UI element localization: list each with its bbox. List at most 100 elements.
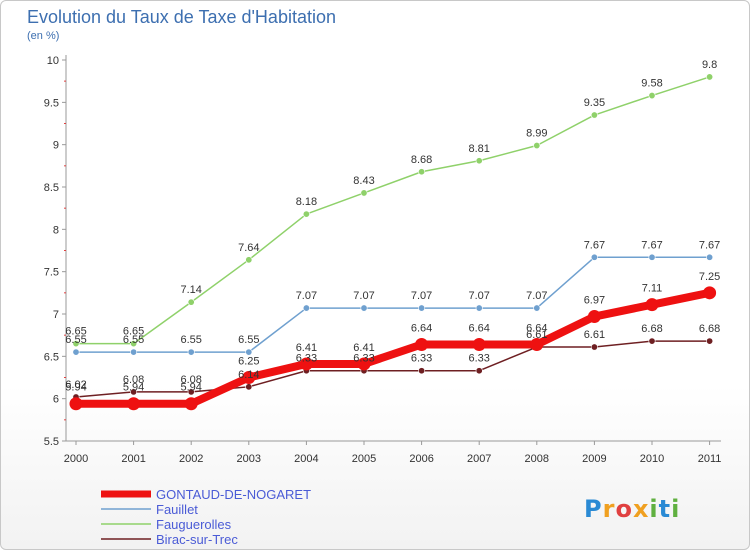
- data-point-gontaud-de-nogaret: [530, 337, 544, 351]
- data-label-fauguerolles: 6.65: [65, 326, 86, 338]
- data-label-fauillet: 7.67: [699, 239, 720, 251]
- proxiti-logo: Proxiti: [584, 495, 680, 523]
- data-label-fauillet: 7.07: [526, 290, 547, 302]
- x-tick-label: 2005: [352, 453, 376, 465]
- y-tick-label: 6: [53, 394, 59, 406]
- legend-entry-fauguerolles: Fauguerolles: [156, 517, 232, 532]
- logo-letter: P: [584, 495, 603, 523]
- data-point-birac-sur-trec: [418, 367, 426, 375]
- data-point-fauguerolles: [533, 142, 541, 150]
- x-tick-label: 2006: [409, 453, 433, 465]
- logo-letter: o: [615, 495, 633, 523]
- data-point-fauillet: [360, 304, 368, 312]
- data-point-fauguerolles: [130, 340, 138, 348]
- data-label-birac-sur-trec: 6.33: [468, 353, 489, 365]
- logo-letter: x: [632, 495, 650, 523]
- series-line-gontaud-de-nogaret: [72, 288, 714, 408]
- logo-letter: t: [658, 495, 672, 523]
- legend-entry-birac-sur-trec: Birac-sur-Trec: [156, 532, 238, 547]
- data-label-birac-sur-trec: 6.33: [296, 353, 317, 365]
- x-tick-label: 2009: [582, 453, 606, 465]
- data-label-birac-sur-trec: 6.68: [699, 323, 720, 335]
- data-point-fauillet: [245, 348, 253, 356]
- data-label-birac-sur-trec: 6.08: [123, 374, 144, 386]
- data-point-birac-sur-trec: [130, 388, 138, 396]
- data-point-birac-sur-trec: [187, 388, 195, 396]
- data-label-fauillet: 7.07: [296, 290, 317, 302]
- logo-letter: r: [602, 495, 616, 523]
- data-label-gontaud-de-nogaret: 5.94: [180, 382, 201, 394]
- legend-entry-fauillet: Fauillet: [156, 502, 198, 517]
- data-point-fauguerolles: [418, 168, 426, 176]
- unit-label: (en %): [27, 30, 60, 42]
- x-tick-label: 2010: [640, 453, 664, 465]
- data-label-birac-sur-trec: 6.02: [65, 379, 86, 391]
- data-point-birac-sur-trec: [475, 367, 483, 375]
- y-tick-label: 7.5: [44, 267, 59, 279]
- data-point-birac-sur-trec: [706, 337, 714, 345]
- data-label-fauguerolles: 8.18: [296, 196, 317, 208]
- data-point-fauillet: [130, 348, 138, 356]
- x-tick-label: 2003: [237, 453, 261, 465]
- data-point-fauillet: [648, 253, 656, 261]
- x-tick-label: 2011: [698, 453, 722, 465]
- series-line-fauillet: [75, 256, 711, 353]
- data-label-fauguerolles: 8.43: [353, 175, 374, 187]
- y-tick-label: 5.5: [44, 436, 59, 448]
- data-point-gontaud-de-nogaret: [645, 298, 659, 312]
- x-tick-label: 2000: [64, 453, 88, 465]
- data-point-fauguerolles: [706, 73, 714, 81]
- data-point-gontaud-de-nogaret: [587, 310, 601, 324]
- data-label-gontaud-de-nogaret: 5.94: [123, 382, 144, 394]
- x-tick-label: 2004: [294, 453, 318, 465]
- data-point-gontaud-de-nogaret: [127, 397, 141, 411]
- data-label-fauguerolles: 9.58: [641, 78, 662, 90]
- series-line-birac-sur-trec: [75, 340, 711, 398]
- x-tick-label: 2007: [467, 453, 491, 465]
- data-label-birac-sur-trec: 6.33: [411, 353, 432, 365]
- data-label-fauguerolles: 6.65: [123, 326, 144, 338]
- data-label-fauguerolles: 8.68: [411, 154, 432, 166]
- y-tick-label: 7: [53, 309, 59, 321]
- data-label-fauguerolles: 9.35: [584, 97, 605, 109]
- data-label-birac-sur-trec: 6.14: [238, 369, 259, 381]
- y-tick-label: 10: [47, 55, 59, 67]
- data-point-fauguerolles: [72, 340, 80, 348]
- chart-title: Evolution du Taux de Taxe d'Habitation: [27, 7, 336, 27]
- data-point-gontaud-de-nogaret: [242, 371, 256, 384]
- data-label-fauillet: 6.55: [180, 334, 201, 346]
- data-label-fauillet: 7.07: [411, 290, 432, 302]
- data-point-fauguerolles: [187, 298, 195, 306]
- data-label-gontaud-de-nogaret: 7.25: [699, 271, 720, 283]
- data-label-fauillet: 7.67: [584, 239, 605, 251]
- legend-entry-gontaud-de-nogaret: GONTAUD-DE-NOGARET: [156, 487, 311, 502]
- data-label-gontaud-de-nogaret: 5.94: [65, 382, 86, 394]
- data-label-fauillet: 6.55: [123, 334, 144, 346]
- data-point-gontaud-de-nogaret: [415, 337, 429, 351]
- data-label-fauillet: 6.55: [65, 334, 86, 346]
- y-tick-label: 8: [53, 224, 59, 236]
- data-point-gontaud-de-nogaret: [69, 397, 83, 411]
- data-label-fauguerolles: 8.99: [526, 128, 547, 140]
- data-label-gontaud-de-nogaret: 6.25: [238, 356, 259, 368]
- data-point-fauillet: [418, 304, 426, 312]
- data-label-fauillet: 6.55: [238, 334, 259, 346]
- data-point-gontaud-de-nogaret: [299, 357, 313, 371]
- data-label-fauillet: 7.07: [353, 290, 374, 302]
- series-line-fauguerolles: [75, 76, 711, 345]
- data-label-fauguerolles: 7.64: [238, 242, 259, 254]
- y-tick-label: 9: [53, 140, 59, 152]
- data-point-fauguerolles: [360, 189, 368, 197]
- data-label-gontaud-de-nogaret: 6.64: [526, 322, 547, 334]
- data-label-birac-sur-trec: 6.08: [180, 374, 201, 386]
- data-label-fauguerolles: 7.14: [180, 284, 201, 296]
- data-label-birac-sur-trec: 6.61: [526, 329, 547, 341]
- data-point-gontaud-de-nogaret: [357, 357, 371, 371]
- data-label-fauillet: 7.07: [468, 290, 489, 302]
- data-label-gontaud-de-nogaret: 6.64: [468, 322, 489, 334]
- data-label-fauguerolles: 9.8: [702, 59, 717, 71]
- x-tick-label: 2008: [525, 453, 549, 465]
- logo-letter: i: [649, 495, 659, 523]
